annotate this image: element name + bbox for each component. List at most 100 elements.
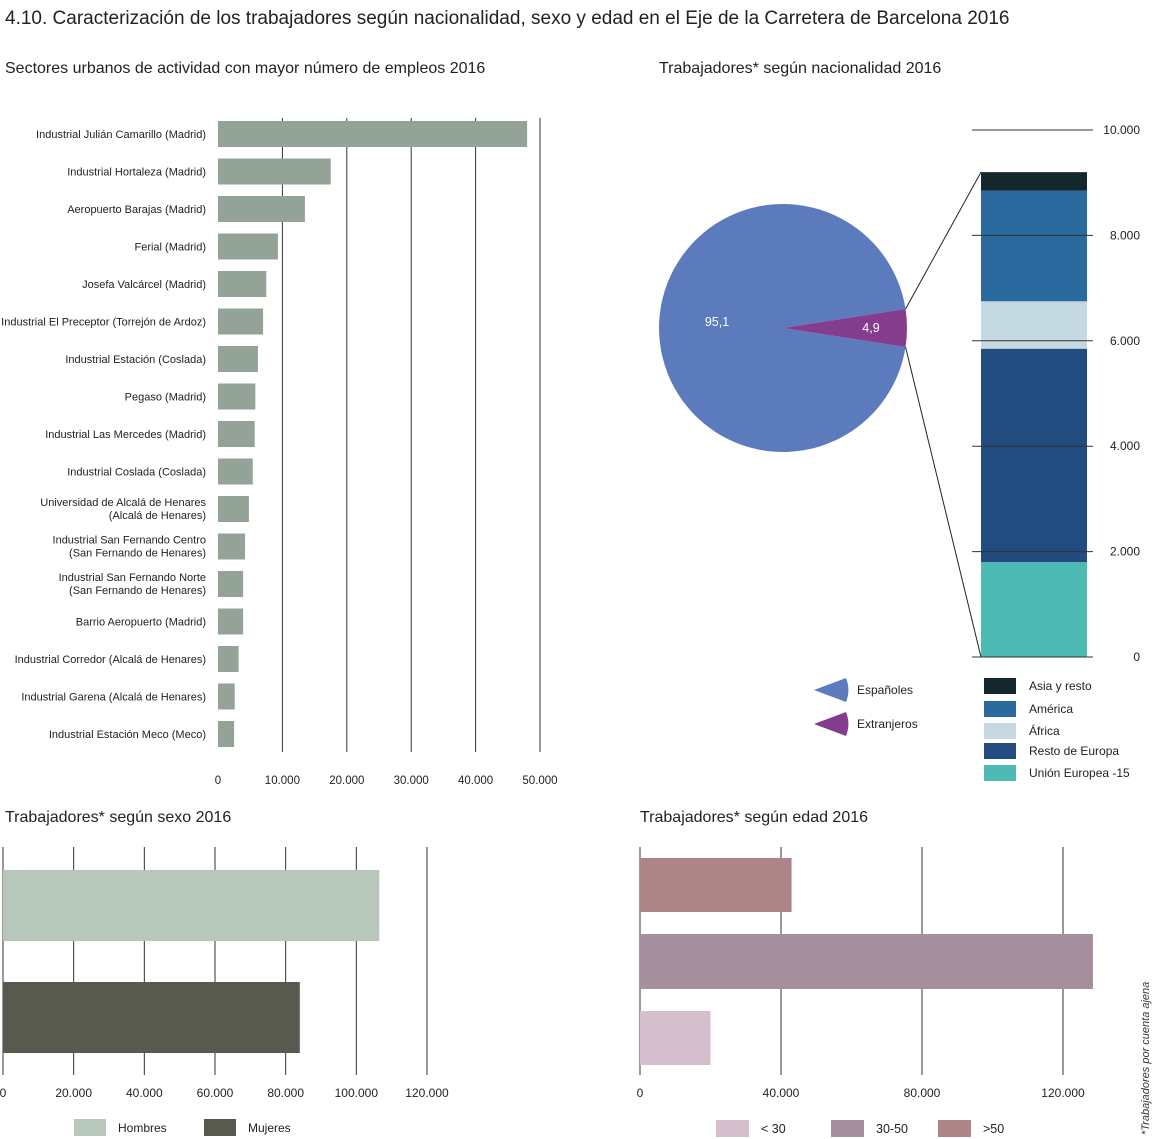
sexo-x-tick-label: 60.000 <box>197 1086 234 1100</box>
pie-slice-extranjeros <box>783 308 907 348</box>
legend-swatch-30 <box>716 1120 749 1137</box>
sectores-category-label: Industrial Estación Meco (Meco) <box>49 729 206 741</box>
edad-x-tick-label: 40.000 <box>763 1086 800 1100</box>
sectores-category-label: Industrial El Preceptor (Torrejón de Ard… <box>1 317 206 329</box>
stack-y-tick-label: 6.000 <box>1110 334 1140 348</box>
sectores-bar <box>218 533 246 560</box>
sectores-category-label: Industrial Hortaleza (Madrid) <box>67 167 206 179</box>
legend-swatch-mujeres <box>204 1119 236 1136</box>
legend-swatch-extranjeros <box>814 712 849 736</box>
sectores-category-label: Ferial (Madrid) <box>134 242 206 254</box>
edad-bar-30-50 <box>640 934 1093 989</box>
sectores-category-label: Pegaso (Madrid) <box>125 392 206 404</box>
legend-label-mujeres: Mujeres <box>248 1121 291 1135</box>
stack-segment-union-europea-15 <box>981 562 1087 657</box>
edad-x-tick-label: 120.000 <box>1041 1086 1085 1100</box>
sectores-bar <box>218 308 264 335</box>
sectores-category-label: Industrial Corredor (Alcalá de Henares) <box>15 654 206 666</box>
sexo-x-tick-label: 40.000 <box>126 1086 163 1100</box>
stack-y-tick-label: 2.000 <box>1110 545 1140 559</box>
legend-swatch-asia-y-resto <box>984 678 1016 694</box>
legend-swatch-hombres <box>74 1119 106 1136</box>
legend-swatch-africa <box>984 723 1016 739</box>
sectores-bar <box>218 346 258 372</box>
sexo-x-tick-label: 20.000 <box>55 1086 92 1100</box>
sectores-category-label: Industrial Las Mercedes (Madrid) <box>45 429 206 441</box>
sectores-bar <box>218 383 256 410</box>
sectores-x-tick-label: 30.000 <box>394 775 429 787</box>
stack-y-tick-label: 0 <box>1133 650 1140 664</box>
sectores-bar <box>218 458 253 485</box>
sexo-bar-hombres <box>3 870 380 941</box>
sectores-category-label: Industrial San Fernando Norte (San Fernan… <box>59 572 206 597</box>
pie-label-espanoles: 95,1 <box>705 315 729 329</box>
pie-label-extranjeros: 4,9 <box>862 321 879 335</box>
sectores-bar <box>218 121 528 147</box>
sectores-bar <box>218 608 244 635</box>
edad-x-tick-label: 80.000 <box>904 1086 941 1100</box>
legend-label-resto-de-europa: Resto de Europa <box>1029 744 1119 758</box>
stack-y-tick-label: 4.000 <box>1110 439 1140 453</box>
sexo-x-tick-label: 0 <box>0 1086 7 1100</box>
nacionalidad-chart-title: Trabajadores* según nacionalidad 2016 <box>659 60 942 77</box>
legend-label-asia-y-resto: Asia y resto <box>1029 679 1092 693</box>
legend-label-espanoles: Españoles <box>857 683 913 697</box>
sectores-chart-title: Sectores urbanos de actividad con mayor … <box>5 60 486 77</box>
stack-segment-resto-de-europa <box>981 348 1087 563</box>
edad-x-tick-label: 0 <box>637 1086 644 1100</box>
stack-segment-africa <box>981 301 1087 349</box>
sexo-x-tick-label: 80.000 <box>267 1086 304 1100</box>
sectores-x-tick-label: 0 <box>215 775 221 787</box>
sectores-x-tick-label: 50.000 <box>522 775 557 787</box>
sectores-category-label: Aeropuerto Barajas (Madrid) <box>67 204 206 216</box>
edad-chart-title: Trabajadores* según edad 2016 <box>640 809 869 826</box>
footnote: *Trabajadores por cuenta ajena <box>1140 981 1152 1135</box>
sectores-bar <box>218 158 331 185</box>
legend-swatch-50 <box>938 1120 971 1137</box>
sectores-x-tick-label: 20.000 <box>329 775 364 787</box>
sectores-category-label: Josefa Valcárcel (Madrid) <box>82 279 206 291</box>
stack-y-tick-label: 8.000 <box>1110 228 1140 242</box>
sectores-bar <box>218 571 244 597</box>
legend-label-union-europea-15: Unión Europea -15 <box>1029 766 1130 780</box>
sectores-bar <box>218 496 249 522</box>
sectores-category-label: Industrial San Fernando Centro (San Ferna… <box>53 535 206 560</box>
sectores-x-tick-label: 10.000 <box>265 775 300 787</box>
sectores-category-label: Industrial Coslada (Coslada) <box>67 467 206 479</box>
legend-swatch-resto-de-europa <box>984 743 1016 759</box>
sectores-category-label: Universidad de Alcalá de Henares (Alcalá … <box>40 497 206 522</box>
sectores-bar <box>218 721 235 747</box>
stack-y-tick-label: 10.000 <box>1103 123 1140 137</box>
legend-label-30: < 30 <box>761 1122 786 1136</box>
edad-bar-50 <box>640 858 792 912</box>
stack-segment-america <box>981 190 1087 302</box>
sectores-bar <box>218 646 239 672</box>
legend-swatch-30-50 <box>831 1120 864 1137</box>
pie-slice-espanoles <box>658 203 906 452</box>
sectores-x-tick-label: 40.000 <box>458 775 493 787</box>
sectores-category-label: Industrial Estación (Coslada) <box>65 354 206 366</box>
stack-segment-asia-y-resto <box>981 172 1087 191</box>
sexo-bar-mujeres <box>3 982 300 1053</box>
sectores-bar <box>218 683 235 710</box>
sexo-x-tick-label: 100.000 <box>335 1086 379 1100</box>
sectores-bar <box>218 271 267 297</box>
legend-label-america: América <box>1029 702 1073 716</box>
sexo-chart-title: Trabajadores* según sexo 2016 <box>5 809 232 826</box>
sectores-bar <box>218 196 305 222</box>
legend-swatch-america <box>984 701 1016 717</box>
sectores-bar <box>218 233 278 260</box>
sectores-category-label: Barrio Aeropuerto (Madrid) <box>76 617 206 629</box>
edad-bar-30 <box>640 1011 711 1065</box>
connector-line-bottom <box>905 346 982 658</box>
legend-label-50: >50 <box>983 1122 1004 1136</box>
legend-label-hombres: Hombres <box>118 1121 167 1135</box>
connector-line-top <box>905 171 982 310</box>
legend-swatch-union-europea-15 <box>984 765 1016 781</box>
legend-label-30-50: 30-50 <box>876 1122 908 1136</box>
sectores-category-label: Industrial Garena (Alcalá de Henares) <box>21 692 206 704</box>
legend-label-extranjeros: Extranjeros <box>857 717 918 731</box>
legend-label-africa: África <box>1029 723 1060 738</box>
legend-swatch-espanoles <box>814 678 849 702</box>
